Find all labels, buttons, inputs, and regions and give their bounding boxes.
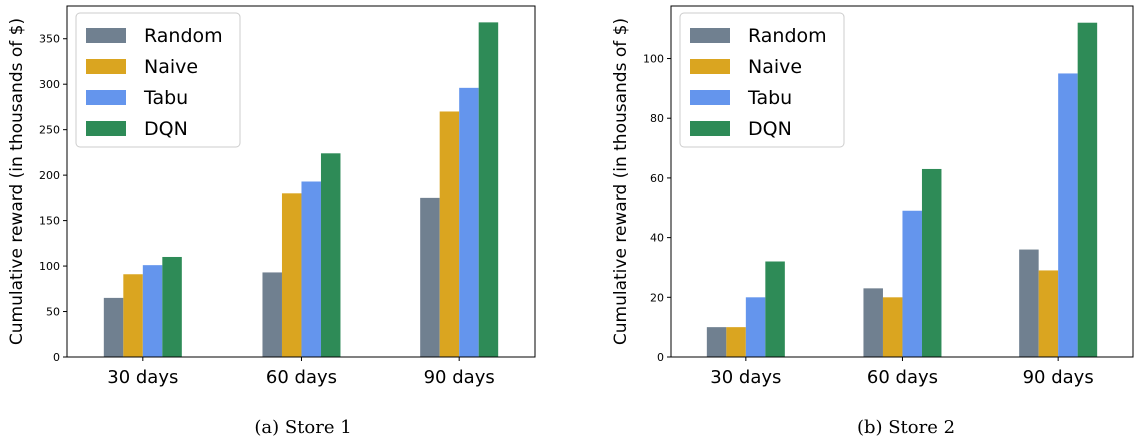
y-tick-label: 100	[39, 260, 60, 273]
y-axis-label: Cumulative reward (in thousands of $)	[611, 18, 631, 345]
bar-naive-1	[726, 327, 746, 357]
bar-dqn-3	[478, 22, 499, 358]
bar-random-3	[1019, 249, 1039, 357]
y-axis-label: Cumulative reward (in thousands of $)	[7, 18, 27, 345]
y-tick-label: 60	[650, 172, 664, 185]
legend-swatch-naive	[690, 59, 730, 74]
bar-tabu-1	[142, 265, 163, 357]
bar-naive-3	[1038, 270, 1059, 357]
x-tick-label: 90 days	[424, 367, 495, 388]
y-tick-label: 40	[650, 232, 664, 245]
bar-dqn-2	[921, 168, 942, 357]
legend-swatch-dqn	[86, 121, 126, 136]
bar-random-1	[103, 297, 124, 357]
figure-caption: (b) Store 2	[857, 417, 955, 438]
bar-tabu-1	[745, 297, 766, 357]
y-tick-label: 80	[650, 112, 664, 125]
y-tick-label: 300	[39, 78, 60, 91]
bar-dqn-3	[1077, 22, 1098, 358]
x-tick-label: 60 days	[867, 367, 938, 388]
y-tick-label: 150	[39, 215, 60, 228]
bar-naive-2	[882, 297, 903, 357]
y-tick-label: 0	[53, 351, 60, 364]
legend-label-tabu: Tabu	[143, 87, 188, 109]
legend-swatch-naive	[86, 59, 126, 74]
legend-label-dqn: DQN	[144, 118, 188, 140]
figure-caption: (a) Store 1	[254, 417, 351, 438]
legend	[679, 12, 845, 148]
legend-swatch-tabu	[690, 90, 730, 105]
y-tick-label: 50	[46, 306, 60, 319]
bar-tabu-3	[459, 87, 479, 357]
bar-naive-1	[123, 274, 143, 357]
legend-label-dqn: DQN	[748, 118, 792, 140]
bar-random-2	[863, 288, 883, 357]
y-tick-label: 20	[650, 291, 664, 304]
legend-swatch-random	[690, 28, 730, 43]
bar-tabu-2	[301, 181, 321, 357]
chart-panel-2: 0 20 40 60 80 100 30 days 60 days 90 days Cumulat…	[611, 5, 1134, 438]
x-tick-label: 30 days	[710, 367, 781, 388]
x-tick-label: 30 days	[107, 367, 178, 388]
legend-swatch-dqn	[690, 121, 730, 136]
y-tick-label: 350	[39, 33, 60, 46]
legend	[75, 12, 241, 148]
bar-random-1	[706, 327, 727, 357]
x-tick-label: 60 days	[266, 367, 337, 388]
bar-random-3	[420, 197, 440, 357]
legend-label-naive: Naive	[144, 56, 198, 78]
legend-label-tabu: Tabu	[747, 87, 792, 109]
chart-panel-1: 0 50 100 150 200 250 300 350 30 days 60 days 90 da…	[7, 5, 536, 438]
legend-swatch-random	[86, 28, 126, 43]
bar-tabu-3	[1058, 73, 1078, 357]
y-tick-label: 0	[657, 351, 664, 364]
bar-random-2	[262, 272, 282, 357]
bar-dqn-2	[320, 153, 341, 357]
legend-swatch-tabu	[86, 90, 126, 105]
legend-label-random: Random	[144, 25, 223, 47]
bar-tabu-2	[902, 210, 922, 357]
bar-naive-2	[281, 193, 302, 357]
legend-label-naive: Naive	[748, 56, 802, 78]
y-tick-label: 250	[39, 124, 60, 137]
legend-label-random: Random	[748, 25, 827, 47]
y-tick-label: 100	[643, 53, 664, 66]
y-tick-label: 200	[39, 169, 60, 182]
bar-dqn-1	[765, 261, 785, 357]
bar-dqn-1	[162, 256, 182, 357]
x-tick-label: 90 days	[1023, 367, 1094, 388]
bar-naive-3	[439, 111, 460, 357]
